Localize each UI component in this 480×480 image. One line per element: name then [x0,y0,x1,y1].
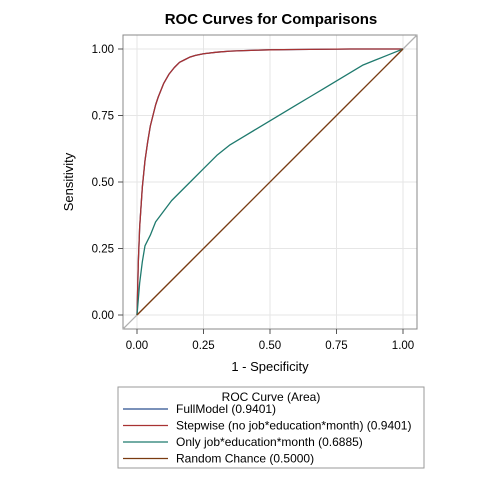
y-axis-ticks: 0.00 0.25 0.50 0.75 1.00 [92,44,123,322]
y-tick-label: 0.00 [92,310,114,322]
series-line-4 [136,48,404,316]
x-axis-ticks: 0.00 0.25 0.50 0.75 1.00 [126,329,414,352]
legend-title: ROC Curve (Area) [222,390,321,404]
y-tick-label: 0.25 [92,244,114,256]
x-tick-label: 0.75 [325,340,347,352]
x-tick-label: 0.25 [192,340,214,352]
legend-box [117,386,425,469]
legend-items: FullModel (0.9401) Stepwise (no job*educa… [123,402,411,466]
chart-title: ROC Curves for Comparisons [165,11,378,28]
series-line-2 [136,48,403,316]
x-tick-label: 0.50 [259,340,281,352]
y-tick-label: 0.75 [92,111,114,123]
legend: ROC Curve (Area) FullModel (0.9401) Stepw… [117,386,425,469]
series-line-3 [136,48,404,316]
series-lines [136,48,404,316]
legend-label-4: Random Chance (0.5000) [176,452,314,466]
x-tick-label: 0.00 [126,340,148,352]
x-axis-label: 1 - Specificity [231,359,309,374]
x-tick-label: 1.00 [392,340,414,352]
y-tick-label: 1.00 [92,44,114,56]
y-axis-label: Sensitivity [61,152,76,211]
legend-label-1: FullModel (0.9401) [176,402,276,416]
legend-label-3: Only job*education*month (0.6885) [176,435,363,449]
legend-label-2: Stepwise (no job*education*month) (0.940… [176,419,411,433]
y-tick-label: 0.50 [92,177,114,189]
